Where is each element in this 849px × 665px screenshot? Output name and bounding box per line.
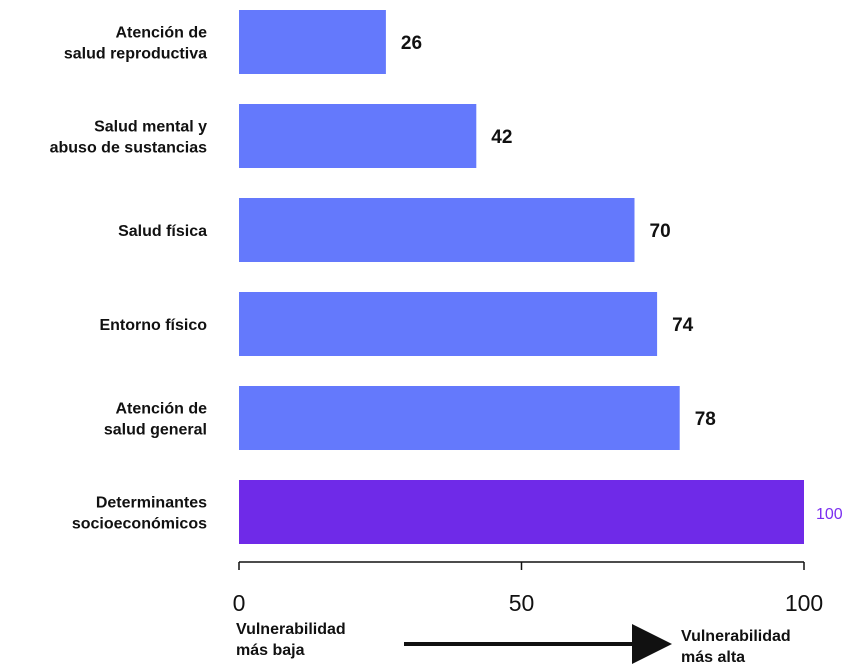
category-labels: Atención de salud reproductiva Salud menta… bbox=[50, 25, 208, 533]
low-vulnerability-label: Vulnerabilidad más baja bbox=[236, 621, 346, 659]
value-label: 26 bbox=[401, 33, 422, 54]
bars bbox=[239, 10, 804, 544]
x-axis: 0 50 100 bbox=[233, 561, 823, 616]
value-labels: 26 42 70 74 78 100 bbox=[401, 33, 843, 523]
category-label: Determinantes socioeconómicos bbox=[72, 495, 207, 533]
category-label: Atención de salud reproductiva bbox=[64, 25, 207, 63]
x-tick-label: 0 bbox=[233, 590, 246, 616]
bar bbox=[239, 480, 804, 544]
category-label: Salud física bbox=[118, 223, 207, 240]
category-label: Atención de salud general bbox=[104, 401, 207, 439]
high-vulnerability-label: Vulnerabilidad más alta bbox=[681, 628, 791, 665]
direction-indicator: Vulnerabilidad más baja Vulnerabilidad más … bbox=[236, 621, 791, 665]
bar bbox=[239, 104, 477, 168]
x-tick-label: 50 bbox=[509, 590, 535, 616]
category-label: Entorno físico bbox=[99, 317, 207, 334]
value-label: 74 bbox=[672, 315, 694, 336]
value-label: 70 bbox=[650, 221, 671, 242]
x-tick-label: 100 bbox=[785, 590, 823, 616]
bar bbox=[239, 292, 658, 356]
category-label: Salud mental y abuso de sustancias bbox=[50, 119, 207, 157]
value-label: 100 bbox=[816, 506, 843, 523]
value-label: 78 bbox=[695, 409, 716, 430]
bar bbox=[239, 386, 680, 450]
bar bbox=[239, 10, 386, 74]
value-label: 42 bbox=[491, 127, 512, 148]
bar bbox=[239, 198, 635, 262]
